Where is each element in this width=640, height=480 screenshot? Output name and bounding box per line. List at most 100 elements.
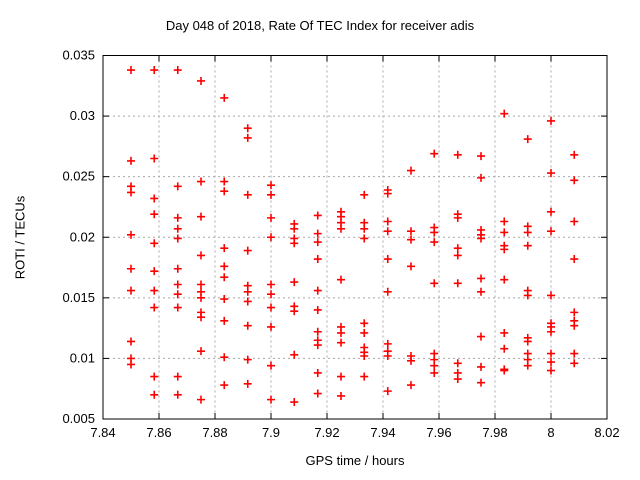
data-point (547, 358, 555, 367)
data-point (547, 291, 555, 300)
data-point (150, 303, 159, 312)
data-point (173, 224, 182, 233)
data-point (453, 251, 462, 260)
data-point (407, 227, 415, 236)
x-tick-label: 7.94 (370, 425, 395, 440)
data-point (500, 275, 509, 284)
data-point (453, 279, 462, 288)
data-point (570, 349, 579, 358)
data-point (383, 217, 392, 226)
data-point (243, 321, 252, 330)
data-point (267, 233, 275, 242)
data-point (523, 135, 532, 144)
data-point (360, 234, 369, 243)
data-point (243, 133, 252, 142)
data-point (243, 379, 252, 388)
data-point (220, 295, 229, 304)
data-point (220, 381, 229, 390)
x-tick-label: 7.96 (426, 425, 451, 440)
data-point (173, 213, 182, 222)
x-tick-label: 7.84 (90, 425, 115, 440)
data-point (313, 229, 322, 238)
data-point (290, 239, 299, 248)
data-point (290, 350, 299, 359)
data-point (313, 341, 322, 350)
x-tick-label: 7.98 (482, 425, 507, 440)
data-point (477, 234, 485, 243)
data-point (150, 372, 159, 381)
data-point (173, 290, 182, 299)
data-point (430, 228, 439, 237)
data-point (313, 238, 322, 247)
data-point (267, 213, 275, 222)
data-point (547, 327, 555, 336)
data-point (477, 152, 485, 161)
data-point (430, 238, 439, 247)
data-point (197, 251, 205, 260)
data-point (173, 280, 182, 289)
data-point (150, 194, 159, 203)
data-point (290, 307, 299, 316)
x-tick-label: 8.02 (594, 425, 619, 440)
y-tick-label: 0.025 (62, 169, 95, 184)
data-point (197, 212, 205, 221)
data-point (127, 360, 135, 369)
data-point (477, 173, 485, 182)
data-point (383, 339, 392, 348)
data-point (127, 286, 135, 295)
data-point (500, 217, 509, 226)
data-point (570, 176, 579, 185)
data-point (173, 390, 182, 399)
data-point (453, 244, 462, 253)
data-point (570, 321, 579, 330)
data-point (453, 359, 462, 368)
data-point (500, 366, 509, 375)
x-tick-label: 8 (547, 425, 554, 440)
data-point (150, 154, 159, 163)
data-point (500, 228, 509, 237)
data-point (337, 372, 345, 381)
data-point (523, 228, 532, 237)
data-point (500, 344, 509, 353)
data-point (570, 150, 579, 159)
y-tick-label: 0.035 (62, 48, 95, 63)
data-point (243, 190, 252, 199)
x-axis-label: GPS time / hours (305, 453, 405, 468)
data-point (523, 337, 532, 346)
data-point (267, 361, 275, 370)
data-point (127, 337, 135, 346)
data-point (220, 244, 229, 253)
data-point (313, 255, 322, 264)
data-point (430, 361, 439, 370)
data-point (360, 224, 369, 233)
data-point (337, 328, 345, 337)
data-point (290, 278, 299, 287)
data-point (453, 375, 462, 384)
data-point (197, 280, 205, 289)
data-point (337, 391, 345, 400)
data-point (360, 351, 369, 360)
data-point (267, 303, 275, 312)
data-point (360, 328, 369, 337)
data-point (313, 389, 322, 398)
data-point (173, 234, 182, 243)
data-point (313, 211, 322, 220)
data-point (267, 290, 275, 299)
data-point (197, 347, 205, 356)
data-point (360, 190, 369, 199)
data-point (150, 267, 159, 276)
x-tick-label: 7.9 (262, 425, 280, 440)
data-point (290, 398, 299, 407)
y-tick-label: 0.02 (70, 229, 95, 244)
data-point (173, 372, 182, 381)
data-point (220, 93, 229, 102)
data-point (290, 224, 299, 233)
data-point (570, 255, 579, 264)
data-point (337, 224, 345, 233)
data-point (500, 245, 509, 254)
data-point (430, 368, 439, 377)
data-point (173, 303, 182, 312)
data-point (360, 372, 369, 381)
data-point (383, 227, 392, 236)
x-tick-label: 7.92 (314, 425, 339, 440)
